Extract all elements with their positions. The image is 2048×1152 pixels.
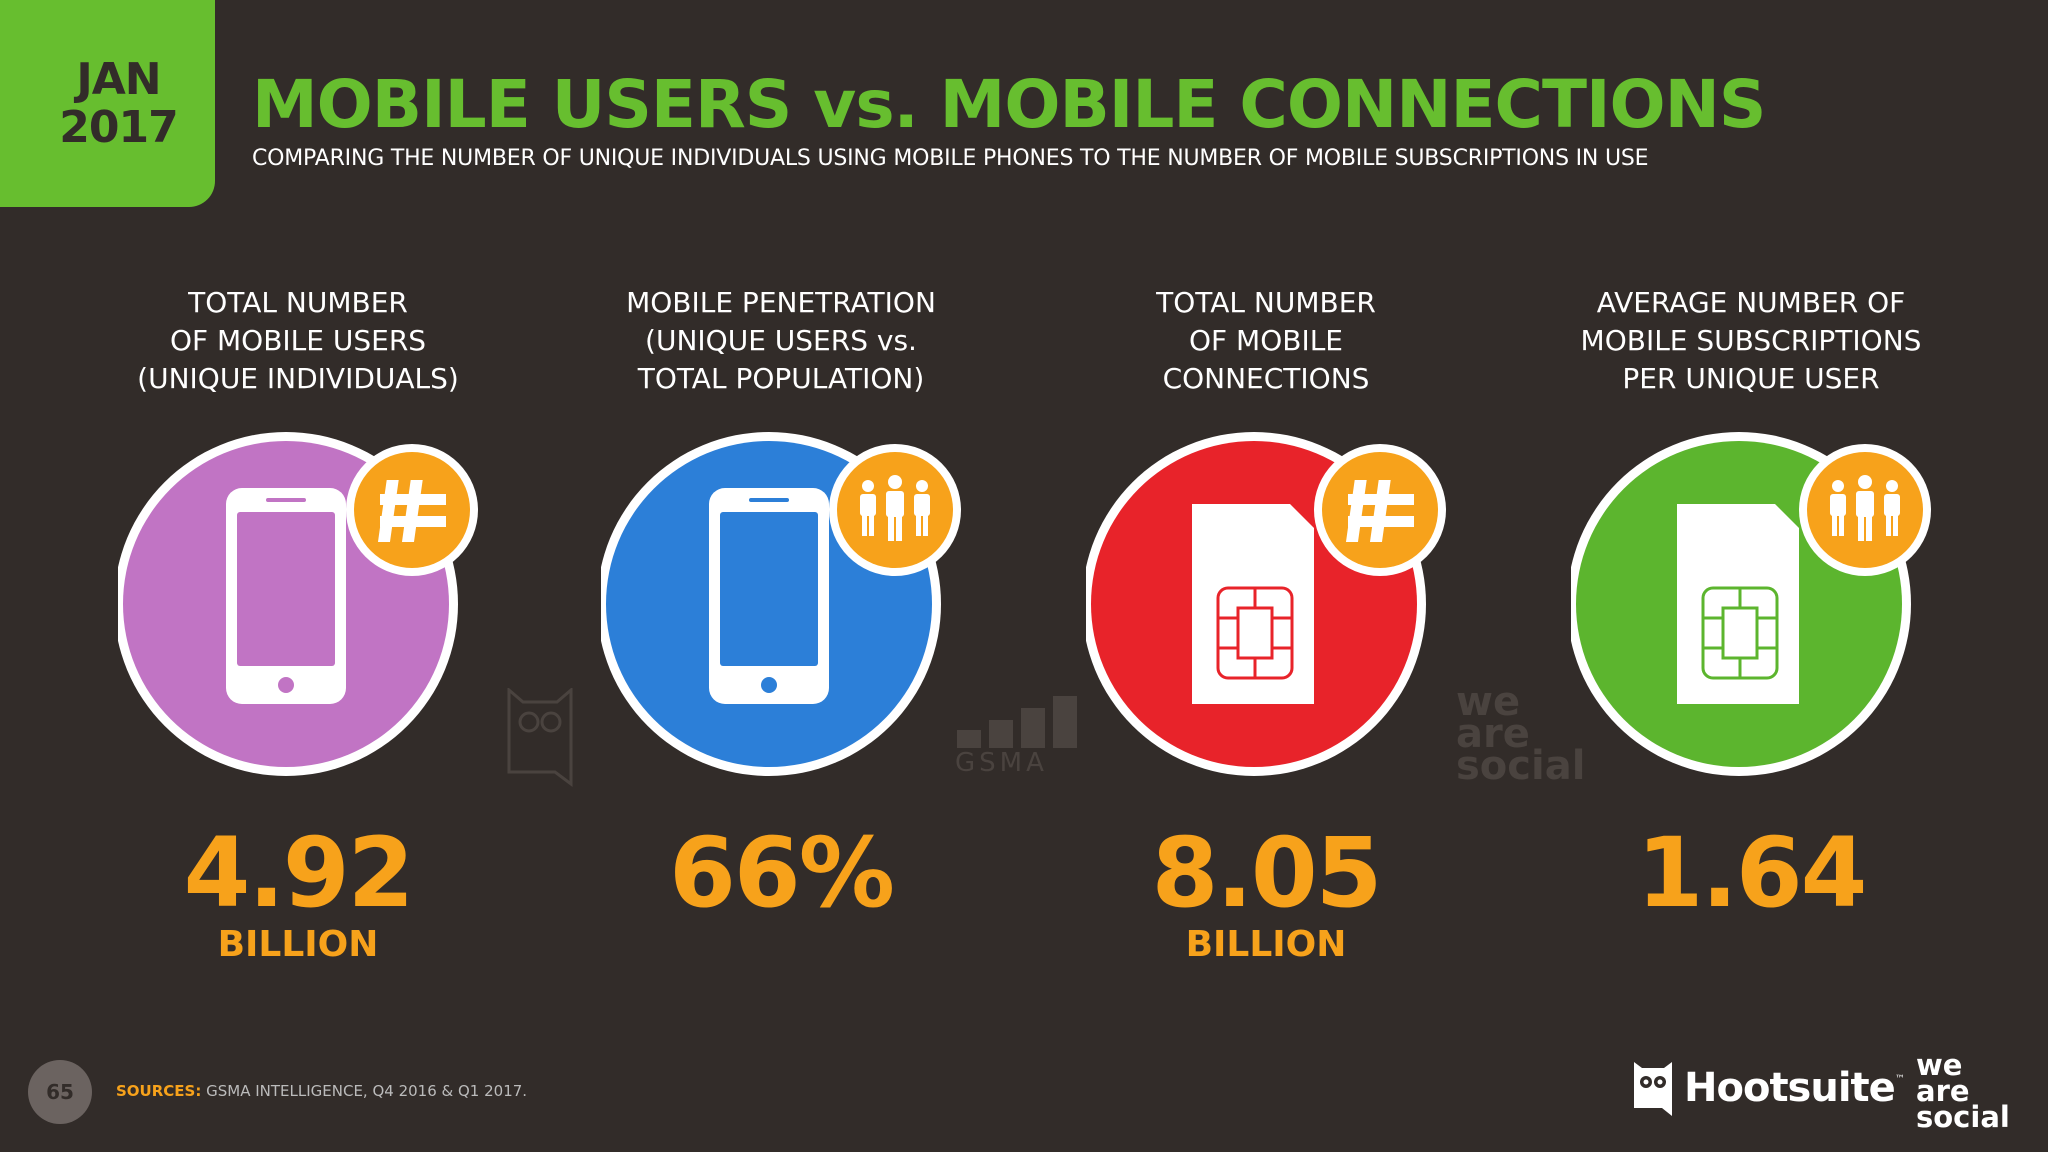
stat-value: 1.64 xyxy=(1636,817,1868,929)
date-badge: JAN 2017 xyxy=(0,0,215,207)
stat-label-line: (UNIQUE USERS vs. xyxy=(645,324,917,357)
stat-label-line: CONNECTIONS xyxy=(1162,362,1370,395)
stat-label-line: MOBILE SUBSCRIPTIONS xyxy=(1580,324,1922,357)
stat-icon-circle xyxy=(1521,428,1981,788)
signal-bars-icon xyxy=(957,696,1077,748)
people-icon xyxy=(829,444,961,576)
date-badge-year: 2017 xyxy=(59,101,178,153)
page-number: 65 xyxy=(28,1060,92,1124)
wearesocial-watermark: we are social xyxy=(1456,679,1586,789)
wearesocial-watermark-line: we xyxy=(1456,679,1521,725)
stat-mobile-users: TOTAL NUMBER OF MOBILE USERS (UNIQUE IND… xyxy=(68,0,528,1000)
sim-card-icon xyxy=(1677,504,1799,704)
stat-icon-circle xyxy=(1036,428,1496,788)
owl-watermark-icon xyxy=(507,688,573,787)
sources: SOURCES: GSMA INTELLIGENCE, Q4 2016 & Q1… xyxy=(116,1082,527,1100)
stat-label-line: AVERAGE NUMBER OF xyxy=(1596,286,1906,319)
hash-icon xyxy=(346,444,478,576)
stat-label-line: TOTAL NUMBER xyxy=(188,286,408,319)
stat-icon-circle xyxy=(68,428,528,788)
gsma-label: GSMA xyxy=(955,748,1048,778)
stat-label-line: (UNIQUE INDIVIDUALS) xyxy=(137,362,459,395)
date-badge-month: JAN xyxy=(76,53,161,105)
stat-label: TOTAL NUMBER OF MOBILE USERS (UNIQUE IND… xyxy=(68,284,528,398)
page-title: MOBILE USERS vs. MOBILE CONNECTIONS xyxy=(252,66,1766,143)
wearesocial-watermark-line: social xyxy=(1456,743,1586,789)
stat-mobile-penetration: MOBILE PENETRATION (UNIQUE USERS vs. TOT… xyxy=(551,0,1011,1000)
stat-label-line: OF MOBILE USERS xyxy=(169,324,427,357)
stat-label: TOTAL NUMBER OF MOBILE CONNECTIONS xyxy=(1036,284,1496,398)
stat-value: 66% xyxy=(669,817,895,929)
sim-card-icon xyxy=(1192,504,1314,704)
hootsuite-name: Hootsuite xyxy=(1684,1065,1896,1111)
stat-label-line: OF MOBILE xyxy=(1189,324,1343,357)
stat-unit: BILLION xyxy=(1185,924,1347,965)
sources-text: GSMA INTELLIGENCE, Q4 2016 & Q1 2017. xyxy=(206,1082,528,1100)
wearesocial-watermark-line: are xyxy=(1456,711,1530,757)
stat-label-line: TOTAL POPULATION) xyxy=(637,362,925,395)
page-subtitle: COMPARING THE NUMBER OF UNIQUE INDIVIDUA… xyxy=(252,146,1649,171)
wearesocial-logo: we are social xyxy=(1916,1048,2010,1134)
stat-mobile-connections: TOTAL NUMBER OF MOBILE CONNECTIONS xyxy=(1036,0,1496,1000)
gsma-watermark: GSMA xyxy=(955,694,1085,778)
stat-label-line: MOBILE PENETRATION xyxy=(626,286,936,319)
stat-value: 8.05 xyxy=(1151,817,1383,929)
hash-icon xyxy=(1314,444,1446,576)
wearesocial-line: are xyxy=(1916,1074,1970,1108)
stat-unit: BILLION xyxy=(217,924,379,965)
stat-value: 4.92 xyxy=(183,817,415,929)
phone-icon xyxy=(709,488,829,704)
people-icon xyxy=(1799,444,1931,576)
stat-label-line: TOTAL NUMBER xyxy=(1156,286,1376,319)
hootsuite-tm: ™ xyxy=(1894,1074,1905,1085)
sources-label: SOURCES: xyxy=(116,1082,202,1100)
stat-subscriptions-per-user: AVERAGE NUMBER OF MOBILE SUBSCRIPTIONS P… xyxy=(1521,0,1981,1000)
wearesocial-line: social xyxy=(1916,1100,2010,1134)
owl-icon xyxy=(1634,1062,1672,1116)
wearesocial-line: we xyxy=(1916,1048,1963,1082)
stat-label: MOBILE PENETRATION (UNIQUE USERS vs. TOT… xyxy=(551,284,1011,398)
phone-icon xyxy=(226,488,346,704)
stat-label: AVERAGE NUMBER OF MOBILE SUBSCRIPTIONS P… xyxy=(1521,284,1981,398)
hootsuite-logo: Hootsuite ™ xyxy=(1632,1058,1905,1118)
stat-label-line: PER UNIQUE USER xyxy=(1622,362,1880,395)
stat-icon-circle xyxy=(551,428,1011,788)
